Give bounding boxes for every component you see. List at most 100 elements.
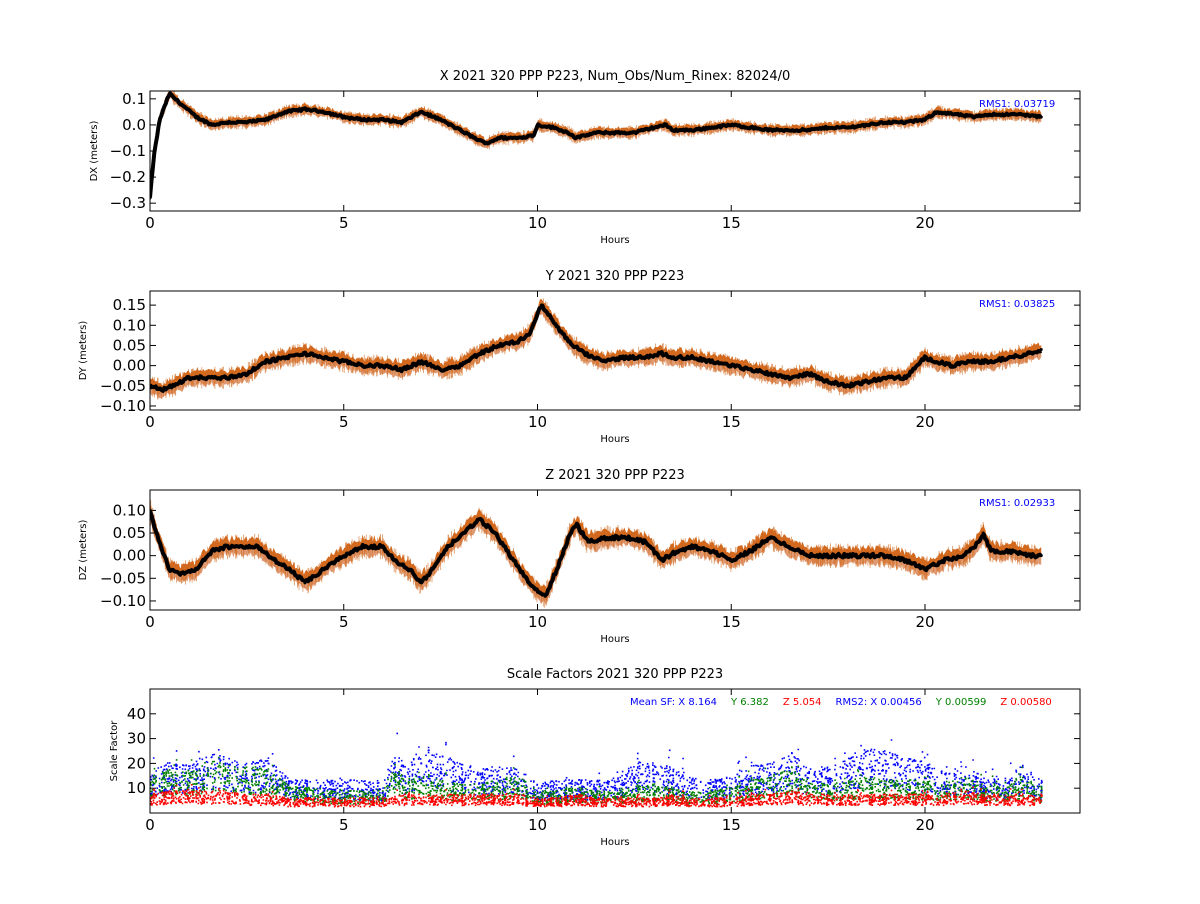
data-point <box>187 797 190 800</box>
y-axis-label: DY (meters) <box>78 321 89 381</box>
data-point <box>517 787 520 790</box>
data-point <box>601 360 605 364</box>
data-point <box>632 131 636 135</box>
data-point <box>943 799 946 802</box>
data-point <box>179 102 183 106</box>
data-point <box>245 799 248 802</box>
data-point <box>517 799 520 802</box>
scale-factor-annotation: Mean SF: X 8.164 Y 6.382 Z 5.054 RMS2: X 0.… <box>630 697 1052 708</box>
series-x <box>150 732 1043 802</box>
data-point <box>555 802 558 805</box>
data-point <box>652 777 655 780</box>
data-point <box>226 797 229 800</box>
axes-frame <box>149 688 1081 814</box>
data-point <box>265 782 268 785</box>
plot-area <box>150 91 1043 203</box>
data-point <box>400 799 403 802</box>
data-point <box>749 789 752 792</box>
data-point <box>1020 112 1024 116</box>
annotation-part: RMS2: X 0.00456 <box>836 697 922 708</box>
x-tick-label: 15 <box>722 413 741 431</box>
plot-area <box>150 732 1043 808</box>
data-point <box>342 797 345 800</box>
x-tick-label: 5 <box>339 214 349 232</box>
annotation-part: Y 6.382 <box>730 697 769 708</box>
data-point <box>322 567 326 571</box>
data-point <box>420 762 423 765</box>
data-point <box>497 779 500 782</box>
chart-title: Scale Factors 2021 320 PPP P223 <box>507 667 723 682</box>
data-point <box>342 115 346 119</box>
x-axis-label: Hours <box>600 235 629 246</box>
data-point <box>404 782 407 785</box>
data-point <box>160 388 164 392</box>
x-tick-label: 10 <box>528 413 547 431</box>
data-point <box>768 536 772 540</box>
data-point <box>171 384 175 388</box>
x-tick-label: 0 <box>145 214 155 232</box>
data-point <box>807 782 810 785</box>
data-point <box>207 774 210 777</box>
data-point <box>621 356 625 360</box>
data-point <box>884 554 888 558</box>
data-point <box>241 545 245 549</box>
data-point <box>361 364 365 368</box>
data-point <box>167 567 171 571</box>
x-axis-label: Hours <box>600 837 629 848</box>
data-point <box>195 567 198 571</box>
data-point <box>439 118 443 122</box>
data-point <box>167 92 171 96</box>
rms-annotation: RMS1: 0.02933 <box>979 498 1055 509</box>
data-point <box>284 802 287 805</box>
rms-annotation: RMS1: 0.03825 <box>979 299 1055 310</box>
data-point <box>342 554 346 558</box>
data-point <box>586 540 590 544</box>
data-point <box>672 779 675 782</box>
data-point <box>393 777 396 780</box>
data-point <box>459 792 461 795</box>
data-point <box>787 376 791 380</box>
data-point <box>730 802 733 805</box>
data-point <box>652 126 656 130</box>
data-point <box>904 789 907 792</box>
data-point <box>660 352 663 356</box>
y-tick-label: 20 <box>127 754 146 772</box>
data-point <box>1040 789 1043 792</box>
y-tick-label: 0.05 <box>113 336 146 354</box>
data-point <box>671 128 675 132</box>
data-point <box>826 126 830 130</box>
data-point <box>210 123 214 127</box>
data-point <box>904 799 907 802</box>
y-tick-label: −0.10 <box>100 397 146 415</box>
data-point <box>729 364 733 368</box>
data-point <box>691 802 694 805</box>
data-point <box>206 376 210 380</box>
data-point <box>660 558 663 562</box>
data-point <box>710 802 713 805</box>
y-tick-label: 0.10 <box>113 501 146 519</box>
y-tick-label: 0.00 <box>113 547 146 565</box>
data-point <box>408 567 412 571</box>
data-point <box>884 120 888 124</box>
data-point <box>446 545 450 549</box>
data-point <box>342 789 345 792</box>
data-point <box>459 799 461 802</box>
annotation-part: Mean SF: X 8.164 <box>630 697 717 708</box>
value-trace <box>150 303 1043 393</box>
annotation-part: Z 0.00580 <box>1000 697 1051 708</box>
data-point <box>885 789 888 792</box>
data-point <box>691 545 694 549</box>
data-point <box>555 567 559 571</box>
data-point <box>865 123 869 127</box>
data-point <box>381 802 384 805</box>
data-point <box>846 772 849 775</box>
data-point <box>264 360 268 364</box>
y-tick-label: 0.1 <box>122 90 146 108</box>
data-point <box>304 802 306 805</box>
data-point <box>532 133 536 137</box>
series-points <box>150 784 1043 808</box>
data-point <box>257 545 260 549</box>
data-point <box>827 792 830 795</box>
data-point <box>459 777 461 780</box>
